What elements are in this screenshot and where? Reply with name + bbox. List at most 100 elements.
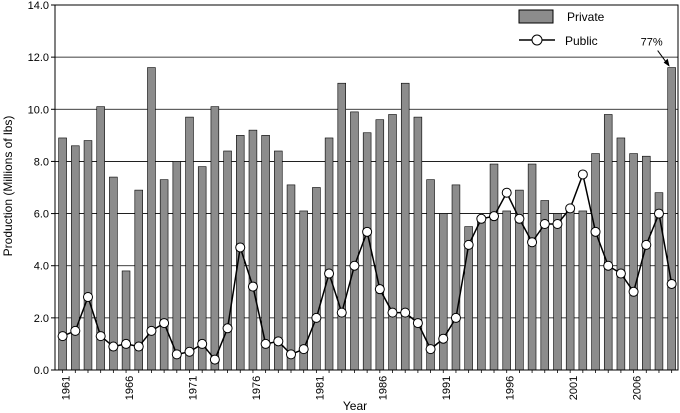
- point-public: [247, 281, 258, 292]
- bar-private: [489, 163, 499, 371]
- point-public: [70, 325, 81, 336]
- point-public: [412, 318, 423, 329]
- point-public: [324, 268, 335, 279]
- bar-private: [185, 116, 194, 371]
- bar-private: [71, 145, 80, 371]
- bar-private: [591, 153, 600, 371]
- y-tick-label: 0.0: [34, 365, 49, 377]
- bar-private: [629, 153, 638, 371]
- x-tick-label: 2006: [631, 376, 643, 400]
- bar-private: [312, 187, 321, 371]
- y-tick-label: 4.0: [34, 261, 49, 273]
- point-public: [615, 268, 626, 279]
- x-tick-label: 1996: [505, 376, 517, 400]
- x-tick-label: 1966: [124, 376, 136, 400]
- point-public: [57, 331, 68, 342]
- point-public: [527, 237, 538, 248]
- x-tick-label: 1976: [251, 376, 263, 400]
- bar-private: [159, 179, 169, 371]
- bar-private: [502, 210, 511, 371]
- bar-private: [439, 213, 448, 371]
- point-public: [159, 318, 170, 329]
- bar-private: [172, 161, 182, 371]
- legend-public-marker: [531, 34, 543, 46]
- y-axis-label: Production (Millions of lbs): [1, 116, 15, 257]
- point-public: [501, 187, 512, 198]
- point-public: [514, 213, 525, 224]
- point-public: [222, 323, 233, 334]
- bar-private: [565, 205, 575, 371]
- point-public: [603, 260, 614, 271]
- y-tick-label: 8.0: [34, 156, 49, 168]
- bar-private: [147, 67, 156, 371]
- point-public: [184, 346, 195, 357]
- point-public: [653, 208, 664, 219]
- bar-private: [375, 119, 385, 371]
- bar-private: [388, 114, 397, 371]
- x-tick-label: 1971: [187, 376, 199, 400]
- point-public: [146, 325, 157, 336]
- point-public: [349, 260, 360, 271]
- point-public: [387, 307, 398, 318]
- point-public: [133, 341, 144, 352]
- plot-frame: [54, 4, 679, 371]
- bar-private: [616, 137, 626, 371]
- x-tick-label: 1986: [378, 376, 390, 400]
- point-public: [641, 239, 652, 250]
- bar-private: [413, 116, 423, 371]
- point-public: [666, 278, 677, 289]
- legend-private-label: Private: [567, 10, 605, 24]
- bar-private: [223, 150, 232, 371]
- bar-private: [667, 67, 676, 371]
- bar-private: [248, 129, 258, 371]
- y-tick-label: 10.0: [28, 104, 49, 116]
- bar-private: [426, 179, 435, 371]
- point-public: [450, 312, 461, 323]
- x-axis-ticks: 1961 1966 1971 1976 1981 1986 1991 1996 2001 2006: [61, 370, 673, 400]
- point-public: [108, 341, 119, 352]
- point-public: [374, 284, 385, 295]
- y-axis-ticks: 0.0 2.0 4.0 6.0 8.0 10.0 12.0 14.0: [28, 0, 55, 377]
- x-tick-label: 1991: [441, 376, 453, 400]
- annotations: 77%: [641, 37, 670, 67]
- point-public: [400, 307, 411, 318]
- point-public: [311, 312, 322, 323]
- x-tick-label: 1981: [314, 376, 326, 400]
- bar-private: [109, 176, 118, 371]
- bar-private: [210, 106, 220, 371]
- point-public: [628, 286, 639, 297]
- bars: [58, 67, 676, 371]
- legend: Private Public: [518, 9, 605, 48]
- public-line-layer: [57, 169, 677, 365]
- point-public: [298, 344, 309, 355]
- point-public: [260, 338, 271, 349]
- point-public: [273, 336, 284, 347]
- point-public: [121, 338, 132, 349]
- y-tick-label: 12.0: [28, 52, 49, 64]
- point-public: [209, 354, 220, 365]
- bar-private: [286, 184, 296, 371]
- legend-private-swatch: [518, 9, 554, 24]
- bar-private: [350, 111, 359, 371]
- point-public: [425, 344, 436, 355]
- y-tick-label: 6.0: [34, 209, 49, 221]
- bar-private: [236, 135, 245, 371]
- point-public: [235, 242, 246, 253]
- legend-public-label: Public: [565, 34, 598, 48]
- bar-private: [642, 155, 651, 371]
- bar-private: [83, 140, 93, 371]
- bar-private: [603, 114, 613, 371]
- point-public: [438, 333, 449, 344]
- annotation-label: 77%: [641, 37, 663, 49]
- point-public: [489, 211, 500, 222]
- point-public: [95, 331, 106, 342]
- point-public: [552, 219, 563, 229]
- bar-private: [324, 137, 334, 371]
- bar-private: [121, 270, 131, 371]
- bar-private: [337, 82, 346, 371]
- point-public: [463, 239, 474, 250]
- point-public: [197, 338, 208, 349]
- point-public: [565, 203, 576, 214]
- annotation-arrowhead: [663, 58, 670, 67]
